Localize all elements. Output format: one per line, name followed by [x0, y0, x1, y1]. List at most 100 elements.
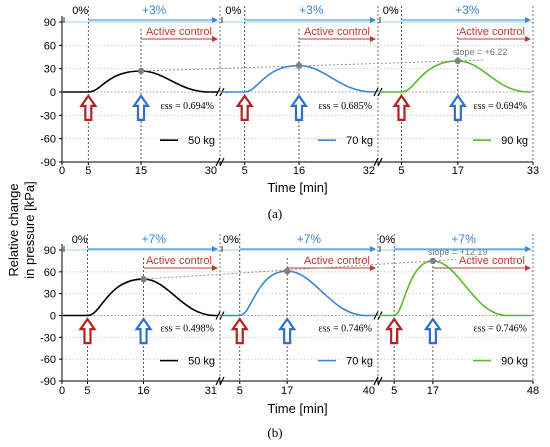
- phase-arrow-1-2-head: [525, 246, 531, 252]
- x-tick-label: 5: [391, 385, 397, 397]
- y-tick-label: 90: [44, 245, 56, 257]
- slope-trend-line-1: [143, 259, 457, 280]
- load-start-arrow-icon: [392, 93, 411, 121]
- x-tick-label: 30: [205, 165, 217, 177]
- x-tick-label: 48: [527, 385, 539, 397]
- y-tick-label: 30: [44, 64, 56, 76]
- axis-break-bottom-0-2: [373, 157, 383, 167]
- x-tick-label: 5: [242, 165, 248, 177]
- load-start-arrow-icon: [78, 317, 97, 345]
- active-arrow-0-1-head: [370, 36, 376, 42]
- legend-label: 70 kg: [346, 135, 373, 147]
- x-tick-label: 0: [59, 385, 65, 397]
- x-tick-label: 5: [85, 165, 91, 177]
- legend-label: 50 kg: [188, 356, 215, 368]
- active-control-label: Active control: [146, 255, 212, 267]
- active-control-label: Active control: [304, 26, 370, 38]
- y-tick-label: 60: [44, 267, 56, 279]
- x-tick-label: 40: [363, 385, 375, 397]
- y-tick-label: 0: [50, 311, 56, 323]
- active-arrow-1-2-head: [525, 265, 531, 271]
- phase-label: +7%: [451, 232, 476, 246]
- x-tick-label: 31: [205, 385, 217, 397]
- active-control-label: Active control: [304, 255, 370, 267]
- legend-label: 50 kg: [188, 135, 215, 147]
- panel-caption: (a): [268, 206, 282, 221]
- legend-label: 90 kg: [501, 135, 528, 147]
- x-tick-label: 5: [237, 385, 243, 397]
- phase-arrow-0-0-head: [212, 17, 218, 23]
- baseline-label: 0%: [225, 5, 241, 17]
- series-line-1-2: [379, 260, 531, 317]
- series-line-1-0: [63, 278, 218, 317]
- axis-break-bottom-0-1: [215, 157, 225, 167]
- x-axis-title: Time [min]: [267, 180, 327, 195]
- control-start-arrow-icon: [448, 93, 467, 121]
- load-start-arrow-icon: [235, 93, 254, 121]
- control-start-arrow-icon: [278, 317, 297, 345]
- axis-break-bottom-1-2: [373, 376, 383, 386]
- slope-label: slope = +6.22: [453, 47, 508, 57]
- x-tick-label: 5: [398, 165, 404, 177]
- x-tick-label: 5: [84, 385, 90, 397]
- phase-label: +7%: [297, 232, 322, 246]
- x-tick-label: 17: [452, 165, 464, 177]
- panel-caption: (b): [267, 425, 282, 440]
- baseline-label: 0%: [383, 5, 399, 17]
- x-tick-label: 16: [137, 385, 149, 397]
- y-tick-label: -30: [40, 332, 56, 344]
- x-tick-label: 17: [427, 385, 439, 397]
- x-tick-label: 15: [135, 165, 147, 177]
- phase-arrow-1-1-head: [370, 246, 376, 252]
- steady-state-strain-label: εss = 0.694%: [161, 101, 214, 112]
- steady-state-strain-label: εss = 0.746%: [319, 324, 372, 335]
- phase-arrow-0-2-head: [525, 17, 531, 23]
- active-control-label: Active control: [146, 26, 212, 38]
- slope-trend-line-0: [140, 59, 484, 72]
- active-arrow-0-0-head: [212, 36, 218, 42]
- y-tick-label: 0: [50, 87, 56, 99]
- phase-label: +3%: [299, 3, 324, 17]
- y-axis-title-line2: in pressure [kPa]: [22, 181, 37, 279]
- y-tick-label: -60: [40, 354, 56, 366]
- peak-point-0-1: [295, 62, 303, 69]
- phase-label: +3%: [142, 3, 167, 17]
- baseline-label: 0%: [72, 234, 88, 246]
- x-tick-label: 33: [527, 165, 539, 177]
- active-control-label: Active control: [459, 26, 525, 38]
- x-tick-label: 32: [363, 165, 375, 177]
- active-arrow-1-1-head: [370, 265, 376, 271]
- x-tick-label: 0: [59, 165, 65, 177]
- control-start-arrow-icon: [423, 317, 443, 345]
- axis-break-bottom-1-1: [215, 376, 225, 386]
- peak-point-1-1: [283, 267, 291, 275]
- y-tick-label: 30: [44, 289, 56, 301]
- legend-label: 90 kg: [501, 356, 528, 368]
- phase-label: +3%: [455, 3, 480, 17]
- x-tick-label: 16: [293, 165, 305, 177]
- y-axis-title-line1: Relative change: [6, 183, 21, 276]
- y-axis-title-group: Relative change in pressure [kPa]: [6, 181, 37, 279]
- baseline-label: 0%: [379, 234, 395, 246]
- x-axis-title: Time [min]: [267, 401, 327, 416]
- y-tick-label: -30: [40, 110, 56, 122]
- steady-state-strain-label: εss = 0.685%: [319, 101, 372, 112]
- slope-label: slope = +12.19: [428, 247, 488, 257]
- load-start-arrow-icon: [230, 317, 249, 345]
- legend-label: 70 kg: [346, 356, 373, 368]
- load-start-arrow-icon: [79, 93, 98, 121]
- phase-arrow-0-1-head: [370, 17, 376, 23]
- baseline-label: 0%: [223, 234, 239, 246]
- active-control-label: Active control: [459, 255, 525, 267]
- y-tick-label: 60: [44, 40, 56, 52]
- x-tick-label: 17: [281, 385, 293, 397]
- phase-label: +7%: [142, 232, 167, 246]
- baseline-label: 0%: [72, 5, 88, 17]
- steady-state-strain-label: εss = 0.694%: [474, 101, 527, 112]
- active-arrow-0-2-head: [525, 36, 531, 42]
- y-tick-label: -90: [40, 376, 56, 388]
- y-tick-label: -60: [40, 134, 56, 146]
- series-line-0-1: [221, 64, 376, 93]
- y-tick-label: -90: [40, 157, 56, 169]
